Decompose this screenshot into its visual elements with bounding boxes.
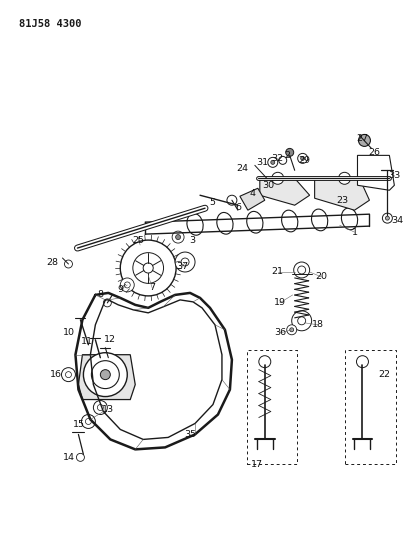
Circle shape (272, 172, 284, 184)
Circle shape (120, 240, 176, 296)
Circle shape (77, 454, 84, 462)
Circle shape (181, 258, 189, 266)
Ellipse shape (281, 210, 298, 232)
Circle shape (227, 195, 237, 205)
Text: 30: 30 (262, 181, 274, 190)
Circle shape (298, 266, 306, 274)
Text: 14: 14 (63, 453, 75, 462)
Circle shape (66, 372, 71, 377)
Circle shape (83, 353, 127, 397)
Text: 36: 36 (275, 328, 287, 337)
Text: 9: 9 (117, 285, 123, 294)
Text: 21: 21 (272, 268, 284, 277)
Text: 6: 6 (235, 203, 241, 212)
Circle shape (172, 231, 184, 243)
Circle shape (385, 216, 389, 220)
Circle shape (61, 368, 75, 382)
Circle shape (259, 356, 271, 368)
Text: 17: 17 (251, 460, 263, 469)
Circle shape (358, 134, 370, 147)
Circle shape (133, 253, 164, 284)
Circle shape (176, 235, 180, 240)
Polygon shape (260, 179, 310, 205)
Circle shape (298, 317, 306, 325)
Circle shape (279, 156, 287, 164)
Circle shape (120, 278, 134, 292)
Text: 23: 23 (337, 196, 349, 205)
Circle shape (290, 328, 294, 332)
Text: 4: 4 (250, 189, 256, 198)
Text: 19: 19 (274, 298, 286, 308)
Text: 81J58 4300: 81J58 4300 (19, 19, 81, 29)
Text: 29: 29 (299, 156, 311, 165)
Text: 31: 31 (256, 158, 268, 167)
Circle shape (91, 361, 119, 389)
Polygon shape (315, 179, 370, 210)
Circle shape (382, 213, 392, 223)
Text: 22: 22 (378, 370, 391, 379)
Circle shape (268, 157, 278, 167)
Text: 32: 32 (272, 154, 284, 163)
Circle shape (287, 325, 297, 335)
Polygon shape (240, 188, 265, 210)
Polygon shape (78, 354, 135, 400)
Circle shape (85, 418, 91, 424)
Circle shape (298, 154, 308, 163)
Circle shape (339, 172, 351, 184)
Text: 35: 35 (184, 430, 196, 439)
Ellipse shape (247, 212, 263, 233)
Text: 24: 24 (236, 164, 248, 173)
Ellipse shape (342, 208, 358, 230)
Ellipse shape (311, 209, 328, 231)
Circle shape (356, 356, 368, 368)
Polygon shape (358, 156, 394, 190)
Circle shape (82, 415, 95, 429)
Text: 28: 28 (47, 257, 59, 266)
Text: 27: 27 (356, 134, 368, 143)
Text: 20: 20 (316, 272, 328, 281)
Circle shape (97, 405, 103, 410)
Text: 5: 5 (209, 198, 215, 207)
Circle shape (94, 400, 108, 415)
Text: 18: 18 (311, 320, 323, 329)
Text: 16: 16 (49, 370, 61, 379)
Text: 25: 25 (132, 236, 144, 245)
Text: 7: 7 (149, 284, 155, 293)
Text: 34: 34 (391, 216, 403, 224)
Circle shape (286, 148, 294, 156)
Circle shape (292, 311, 311, 331)
Text: 15: 15 (73, 420, 84, 429)
Circle shape (175, 252, 195, 272)
Circle shape (103, 299, 111, 307)
Ellipse shape (217, 213, 233, 234)
Text: 8: 8 (97, 290, 103, 300)
Circle shape (101, 370, 110, 379)
Circle shape (65, 260, 73, 268)
Text: 2: 2 (285, 151, 291, 160)
Text: 12: 12 (104, 335, 116, 344)
Text: 1: 1 (351, 228, 358, 237)
Circle shape (294, 262, 310, 278)
Circle shape (301, 156, 304, 160)
Circle shape (143, 263, 153, 273)
Text: 10: 10 (63, 328, 75, 337)
Circle shape (124, 282, 130, 288)
Text: 3: 3 (189, 236, 195, 245)
Text: 26: 26 (368, 148, 380, 157)
Ellipse shape (187, 214, 203, 235)
Text: 11: 11 (82, 337, 94, 346)
Circle shape (271, 160, 275, 164)
Text: 13: 13 (102, 405, 115, 414)
Text: 33: 33 (388, 171, 400, 180)
Text: 37: 37 (176, 262, 188, 271)
